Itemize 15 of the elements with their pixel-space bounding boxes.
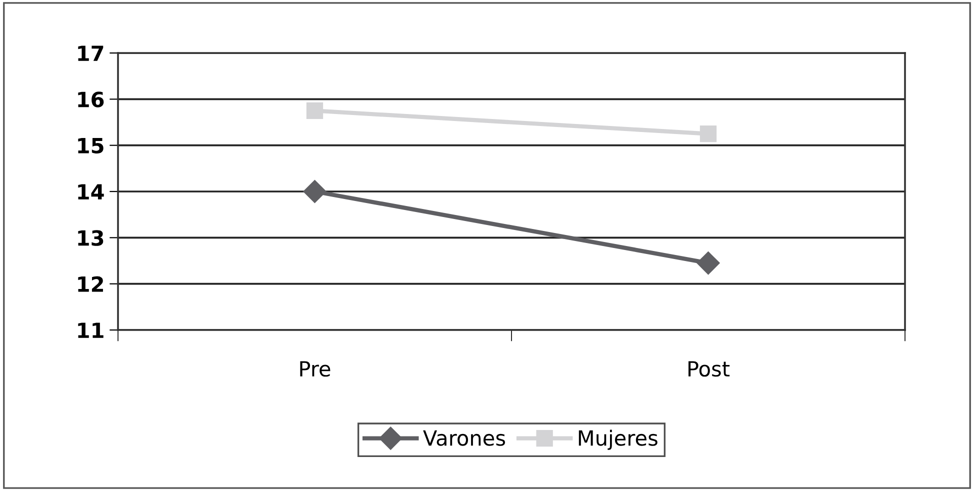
x-tick-label: Pre — [300, 361, 330, 377]
legend-label: Mujeres — [578, 430, 658, 450]
point — [696, 252, 720, 275]
point — [306, 102, 324, 120]
y-tick-label: 17 — [78, 46, 104, 61]
y-tick-label: 13 — [78, 230, 104, 246]
point — [700, 125, 717, 142]
x-tick-label: Post — [688, 361, 730, 377]
y-tick-label: 16 — [78, 92, 104, 108]
y-tick-label: 14 — [78, 184, 104, 200]
y-tick-label: 11 — [78, 322, 104, 338]
y-tick-label: 12 — [78, 276, 103, 292]
point — [303, 180, 326, 203]
legend-label: Varones — [423, 430, 506, 446]
y-tick-label: 15 — [78, 138, 104, 154]
